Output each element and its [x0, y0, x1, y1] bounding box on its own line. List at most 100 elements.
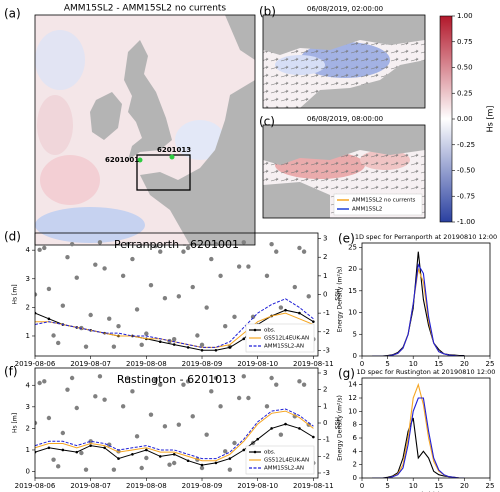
y-tick-label: 0	[353, 352, 357, 360]
x-tick-label: 15	[434, 482, 443, 490]
marker	[269, 375, 274, 381]
x-tick-label: 25	[486, 360, 495, 368]
station-label: 6201001	[105, 156, 139, 164]
tick-label: 0.50	[457, 64, 473, 72]
y-tick-label: 4	[353, 447, 358, 455]
marker	[209, 256, 214, 262]
marker	[297, 379, 302, 384]
frame	[361, 377, 491, 479]
x-tick-label: 5	[385, 360, 389, 368]
legend-box	[333, 193, 423, 216]
marker	[97, 374, 103, 379]
marker	[264, 273, 270, 279]
marker	[83, 467, 89, 472]
marker	[139, 465, 144, 471]
marker	[228, 457, 232, 460]
x-tick-label: 2019-08-07	[70, 482, 111, 490]
marker	[120, 404, 126, 409]
panel-label: (c)	[259, 115, 275, 129]
y-tick-label: 20	[348, 265, 357, 273]
marker	[246, 264, 251, 269]
y-tick-label: 2	[26, 303, 30, 311]
marker	[213, 241, 219, 247]
marker	[241, 240, 246, 245]
legend-text: AMM15SL2-AN	[264, 344, 304, 350]
marker	[148, 282, 154, 288]
chart-title: 1D spec for Rustington at 20190810 12:00	[357, 368, 496, 376]
marker	[209, 389, 214, 394]
marker	[218, 404, 223, 409]
marker	[292, 284, 298, 290]
marker	[47, 446, 51, 450]
marker	[176, 294, 182, 299]
marker	[256, 437, 259, 441]
panel-label: (g)	[338, 367, 355, 381]
series-line	[372, 397, 465, 478]
y-axis-label: Hs [m]	[12, 413, 19, 433]
y2-tick-label: 3	[323, 369, 327, 377]
marker	[312, 435, 315, 439]
marker	[158, 455, 162, 458]
marker	[111, 467, 117, 472]
x-tick-label: 2019-08-11	[293, 360, 334, 368]
plot-area	[372, 251, 465, 356]
marker	[120, 273, 126, 279]
marker	[232, 440, 237, 446]
legend-text: obs.	[264, 450, 276, 456]
marker	[204, 432, 209, 437]
x-tick-label: 2019-08-10	[237, 360, 278, 368]
frame	[262, 124, 426, 219]
panel-label: (f)	[4, 365, 18, 379]
marker	[236, 395, 242, 401]
frame	[34, 14, 256, 246]
marker	[83, 344, 89, 349]
map-title: 06/08/2019, 02:00:00	[307, 5, 383, 13]
marker	[60, 303, 66, 308]
x-tick-label: 2019-08-10	[237, 482, 278, 490]
plot-area	[35, 240, 316, 352]
colorbar	[439, 15, 453, 223]
series-line	[372, 263, 465, 356]
marker	[162, 296, 168, 301]
marker	[116, 323, 121, 329]
y2-tick-label: -3	[323, 346, 330, 354]
marker	[172, 343, 176, 346]
marker	[55, 340, 61, 346]
marker	[185, 379, 191, 384]
tick-label: -0.25	[457, 141, 475, 149]
marker	[88, 312, 93, 318]
marker	[153, 377, 158, 382]
anomaly	[40, 155, 100, 205]
x-tick-label: 15	[434, 360, 443, 368]
y-axis-label: Hs [m]	[12, 284, 19, 304]
marker	[214, 461, 218, 465]
x-tick-label: 10	[409, 482, 418, 490]
panel-label: (b)	[259, 5, 276, 19]
marker	[204, 305, 209, 310]
marker	[144, 331, 149, 336]
x-tick-label: 2019-08-06	[15, 360, 56, 368]
marker	[264, 404, 270, 409]
marker	[274, 382, 279, 387]
marker	[69, 375, 75, 381]
y-axis-label: Energy Density (m²/s)	[337, 267, 344, 333]
station	[137, 157, 143, 163]
marker	[144, 455, 149, 461]
marker	[297, 245, 302, 251]
y-tick-label: 4	[26, 381, 31, 389]
marker	[74, 405, 79, 411]
marker	[242, 337, 246, 341]
marker	[65, 387, 70, 392]
y-tick-label: 1	[26, 332, 30, 340]
marker	[228, 346, 232, 349]
tick-label: 0.00	[457, 115, 473, 123]
marker	[47, 317, 51, 321]
marker	[93, 262, 98, 267]
y-axis-label: Energy Density (m²/s)	[337, 395, 344, 461]
marker	[306, 294, 311, 299]
marker	[242, 448, 246, 452]
marker	[298, 427, 301, 430]
marker	[42, 379, 47, 384]
legend-text: obs.	[264, 328, 276, 334]
